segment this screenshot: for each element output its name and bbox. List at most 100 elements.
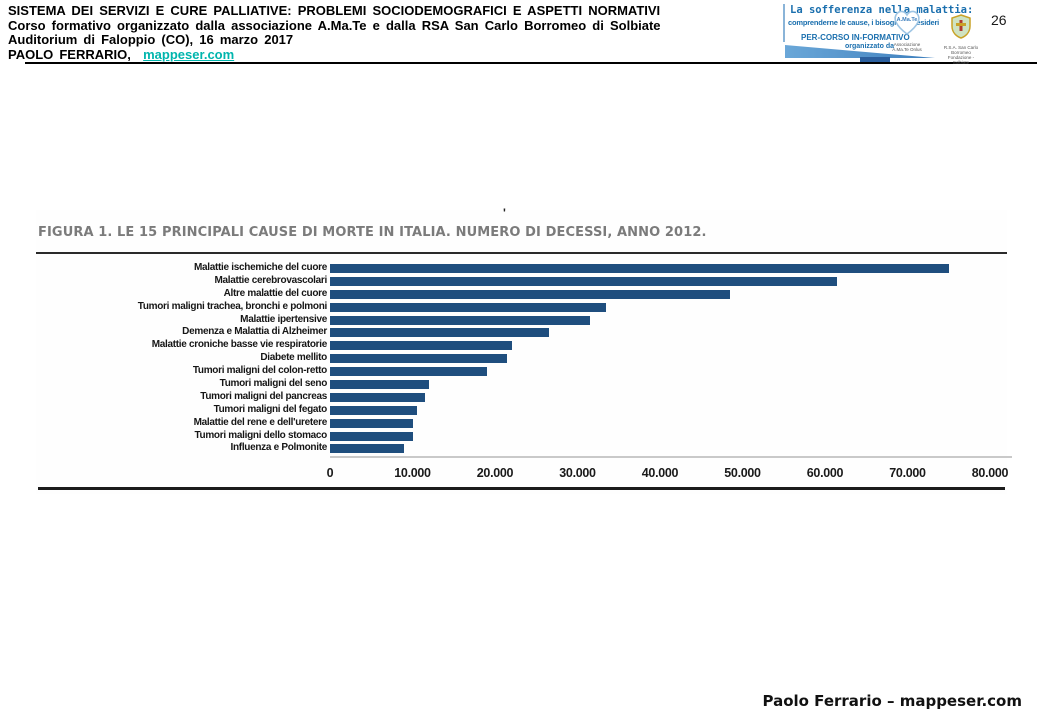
bar-category-label: Malattie del rene e dell'uretere [193,416,328,428]
bar [330,431,413,441]
x-axis-tick-label: 20.000 [476,466,514,480]
header-title-line2: Corso formativo organizzato dalla associ… [8,17,661,33]
bar-track [330,365,990,378]
bar-category-label: Malattie ipertensive [240,313,327,325]
bar-category-label: Tumori maligni del colon-retto [192,365,327,377]
bar [330,341,512,351]
banner-accent-line [783,4,785,42]
header-author-line: PAOLO FERRARIO, mappeser.com [8,46,783,63]
bar-chart: Malattie ischemiche del cuore Malattie ce… [36,262,1007,455]
figure-title: FIGURA 1. LE 15 PRINCIPALI CAUSE DI MORT… [38,225,707,240]
figure-bottom-rule [38,487,1005,490]
bar-track [330,301,990,314]
bar [330,392,425,402]
bar-category-label: Altre malattie del cuore [223,287,328,299]
bar-category-label: Tumori maligni dello stomaco [194,429,327,441]
header-divider [25,62,1037,64]
bar-category-label: Malattie cerebrovascolari [214,274,327,286]
bar-track [330,352,990,365]
x-axis-tick-label: 50.000 [724,466,761,480]
x-axis-tick-label: 10.000 [394,466,431,480]
chart-bar-row: Altre malattie del cuore [36,288,1007,301]
figure-title-underline [36,252,1007,254]
bar [330,302,607,312]
header-title-line1: SISTEMA DEI SERVIZI E CURE PALLIATIVE: P… [8,3,661,18]
bar-track [330,391,990,404]
x-axis-tick-label: 40.000 [641,466,679,480]
x-axis-tick-label: 0 [326,466,334,480]
x-axis-baseline [330,456,1012,458]
bar [330,380,429,390]
amate-heart-logo-icon: A.Ma.Te Associazione A.Ma.Te Onlus [889,9,925,52]
bar [330,367,487,377]
chart-bar-row: Tumori maligni dello stomaco [36,430,1007,443]
banner-subtitle: comprenderne le cause, i bisogni e i des… [788,18,940,27]
amate-caption: Associazione A.Ma.Te Onlus [892,42,922,52]
bar-track [330,404,990,417]
bar-track [330,288,990,301]
logo-banner: La sofferenza nella malattia: comprender… [783,2,988,65]
bar-track [330,262,990,275]
author-name: PAOLO FERRARIO, [8,46,131,62]
bar-track [330,417,990,430]
rsa-crest-logo-icon: R.S.A. San Carlo Borromeo Fondazione - S… [941,14,981,65]
bar [330,289,731,299]
chart-bar-row: Malattie cerebrovascolari [36,275,1007,288]
x-axis-tick-label: 80.000 [971,466,1009,480]
bar-track [330,430,990,443]
figure-1: ' FIGURA 1. LE 15 PRINCIPALI CAUSE DI MO… [36,206,1012,494]
chart-bar-row: Tumori maligni trachea, bronchi e polmon… [36,301,1007,314]
bar-category-label: Demenza e Malattia di Alzheimer [182,326,327,338]
bar [330,276,838,286]
banner-organized-by: organizzato da [845,43,895,50]
mappeser-link[interactable]: mappeser.com [143,46,235,62]
banner-course-label: PER-CORSO IN-FORMATIVO [801,33,910,42]
bar [330,328,549,338]
footer-credit: Paolo Ferrario – mappeser.com [762,692,1023,710]
header: SISTEMA DEI SERVIZI E CURE PALLIATIVE: P… [8,3,783,63]
bar [330,444,405,454]
bar-category-label: Diabete mellito [260,352,327,364]
chart-bar-row: Tumori maligni del pancreas [36,391,1007,404]
bar [330,405,417,415]
bar [330,315,590,325]
x-axis-tick-label: 70.000 [889,466,926,480]
bar-track [330,339,990,352]
banner-ribbon-chip [860,57,890,62]
bar-category-label: Malattie ischemiche del cuore [193,262,327,273]
bar-category-label: Malattie croniche basse vie respiratorie [151,339,328,351]
chart-bar-row: Tumori maligni del seno [36,378,1007,391]
bar [330,354,508,364]
chart-bar-row: Malattie ischemiche del cuore [36,262,1007,275]
bar-track [330,326,990,339]
chart-bar-row: Tumori maligni del colon-retto [36,365,1007,378]
stray-mark: ' [503,206,506,220]
chart-bar-row: Tumori maligni del fegato [36,404,1007,417]
x-axis-ticks: 0 10.000 20.000 30.000 40.000 50.000 60.000 70.… [36,466,1009,484]
x-axis-tick-label: 60.000 [806,466,844,480]
bar-category-label: Tumori maligni del pancreas [200,390,327,402]
bar-track [330,378,990,391]
x-axis-tick-label: 30.000 [559,466,596,480]
chart-bar-row: Malattie ipertensive [36,314,1007,327]
bar [330,264,949,273]
bar [330,418,413,428]
bar-track [330,275,990,288]
bar-category-label: Tumori maligni trachea, bronchi e polmon… [137,300,328,312]
bar-track [330,314,990,327]
chart-bar-row: Influenza e Polmonite [36,442,1007,455]
header-title-line3: Auditorium di Faloppio (CO), 16 marzo 20… [8,32,294,47]
chart-bar-row: Diabete mellito [36,352,1007,365]
banner-title: La sofferenza nella malattia: [790,4,974,16]
bar-track [330,442,990,455]
chart-bar-row: Malattie del rene e dell'uretere [36,417,1007,430]
chart-bar-row: Demenza e Malattia di Alzheimer [36,326,1007,339]
bar-category-label: Tumori maligni del seno [219,378,328,390]
chart-bar-row: Malattie croniche basse vie respiratorie [36,339,1007,352]
rsa-caption: R.S.A. San Carlo Borromeo Fondazione - S… [943,45,979,65]
amate-logo-text: A.Ma.Te [897,17,918,23]
bar-category-label: Influenza e Polmonite [230,442,328,454]
page-number: 26 [991,12,1007,28]
bar-category-label: Tumori maligni del fegato [213,403,328,415]
